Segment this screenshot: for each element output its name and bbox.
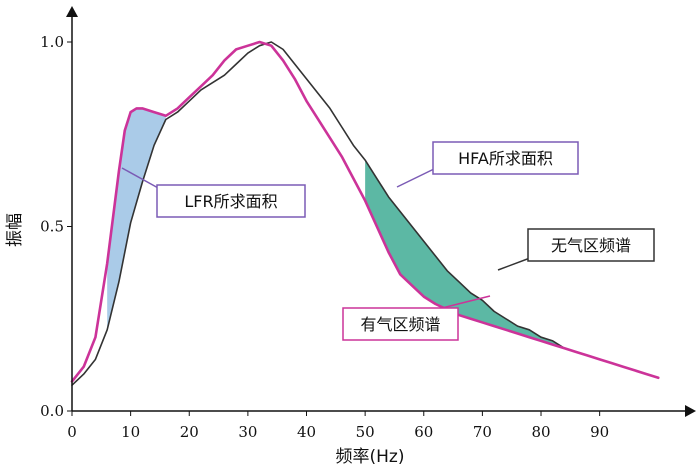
x-tick-label: 90 [590, 423, 609, 441]
annotation-hfa-box [432, 141, 579, 175]
x-tick-label: 50 [356, 423, 375, 441]
annotation-hfa-leader [396, 167, 437, 188]
ticks: 0 10 20 30 40 50 60 70 80 90 0.0 0.5 1.0 [40, 33, 609, 441]
shaded-regions [107, 108, 577, 352]
x-axis-title: 频率(Hz) [336, 447, 405, 467]
x-tick-label: 30 [238, 423, 257, 441]
x-tick-label: 40 [297, 423, 316, 441]
series-line-gas [70, 40, 660, 383]
annotation-lfr-leader [121, 167, 161, 190]
annotation-no-gas-leader [497, 257, 531, 271]
x-tick-label: 10 [121, 423, 140, 441]
annotation-gas-box [342, 307, 459, 341]
x-tick-label: 80 [531, 423, 550, 441]
axes [66, 6, 696, 417]
y-tick-label: 1.0 [40, 33, 64, 51]
x-tick-label: 0 [67, 423, 77, 441]
annotation-lfr-label: LFR所求面积 [184, 192, 277, 211]
y-axis-arrow [66, 6, 78, 17]
y-axis-title: 振幅 [5, 213, 25, 247]
annotation-no-gas-label: 无气区频谱 [551, 236, 631, 255]
annotation-no-gas-box [527, 228, 655, 262]
annotation-gas-label: 有气区频谱 [360, 315, 440, 334]
shaded-region-hfa [365, 160, 577, 352]
x-tick-label: 70 [473, 423, 492, 441]
x-tick-label: 60 [414, 423, 433, 441]
x-tick-label: 20 [180, 423, 199, 441]
series-lines [70, 40, 660, 386]
y-tick-label: 0.0 [40, 402, 64, 420]
annotation-hfa-label: HFA所求面积 [458, 149, 553, 168]
x-axis-arrow [685, 405, 696, 417]
y-tick-label: 0.5 [40, 218, 64, 236]
shaded-region-lfr [107, 108, 166, 330]
annotation-lfr-box [156, 184, 306, 218]
